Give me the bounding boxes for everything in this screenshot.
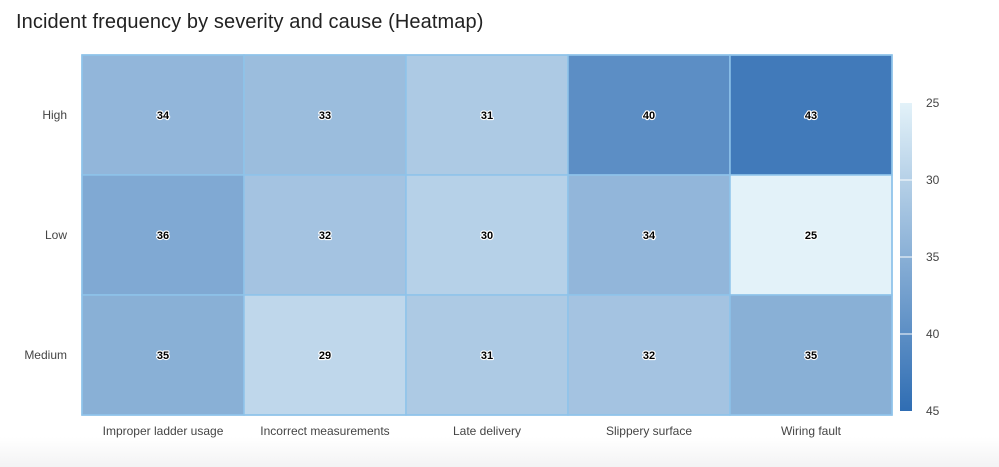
color-scale-label: 35 [926,250,940,264]
color-scale-label: 45 [926,404,940,418]
cell-value-label: 34 [157,110,170,122]
cell-value-label: 32 [643,350,655,362]
cell-value-label: 35 [805,350,817,362]
heatmap-cell [405,294,569,416]
cell-value-label: 35 [157,350,169,362]
heatmap-cell [243,294,407,416]
x-tick-label: Incorrect measurements [260,424,389,438]
x-tick-label: Improper ladder usage [103,424,224,438]
heatmap-cell [567,174,731,296]
x-tick-label: Late delivery [453,424,521,438]
heatmap-cell [729,294,893,416]
cell-value-label: 33 [319,110,331,122]
cell-value-label: 25 [805,230,817,242]
cell-value-label: 36 [157,230,169,242]
cell-value-label: 43 [805,110,817,122]
cell-value-label: 30 [481,230,493,242]
heatmap-cell [243,174,407,296]
cell-value-label: 31 [481,350,493,362]
cell-value-label: 31 [481,110,493,122]
color-scale-label: 25 [926,96,940,110]
chart-title: Incident frequency by severity and cause… [16,11,484,33]
y-tick-label: Low [45,228,67,242]
heatmap-cell [81,294,245,416]
color-scale-label: 30 [926,173,940,187]
cell-value-label: 40 [643,110,655,122]
heatmap-cell [405,174,569,296]
cell-value-label: 32 [319,230,331,242]
cell-value-label: 34 [643,230,656,242]
cell-value-label: 29 [319,350,331,362]
color-scale-label: 40 [926,327,940,341]
x-tick-label: Slippery surface [606,424,692,438]
bottom-shade [0,437,999,467]
y-tick-label: High [42,108,67,122]
x-tick-label: Wiring fault [781,424,842,438]
y-tick-label: Medium [24,348,67,362]
heatmap-cell [81,174,245,296]
plot-border [81,54,893,416]
heatmap-cell [567,294,731,416]
